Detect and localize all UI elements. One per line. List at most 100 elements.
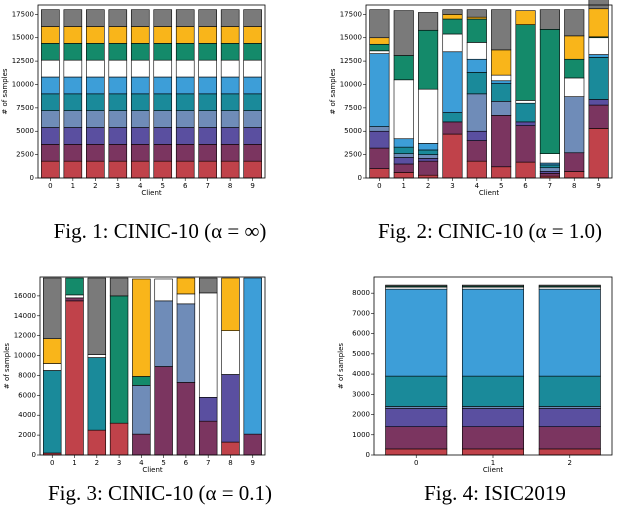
bar-segment: [369, 130, 390, 149]
bar-segment: [43, 363, 62, 371]
bar-segment: [153, 59, 173, 78]
bar-segment: [369, 43, 390, 52]
bar-segment: [41, 110, 60, 128]
x-tick-label: 0: [48, 182, 52, 190]
bar-segment: [63, 144, 83, 162]
bar-segment: [41, 93, 60, 111]
bar-segment: [41, 127, 60, 145]
bar-segment: [461, 286, 525, 290]
bar-segment: [130, 43, 150, 61]
x-axis-label: Client: [483, 466, 504, 474]
x-tick-label: 4: [139, 459, 144, 467]
bar-segment: [243, 433, 262, 456]
bar-segment: [243, 144, 262, 162]
bar-segment: [130, 93, 150, 111]
bar-segment: [461, 284, 525, 287]
bar-segment: [564, 171, 585, 179]
x-tick-label: 1: [71, 182, 75, 190]
bar-segment: [393, 79, 414, 140]
bar-segment: [539, 164, 560, 169]
bar-segment: [221, 277, 240, 331]
bar-segment: [41, 43, 60, 61]
bar-segment: [153, 93, 173, 111]
bar-segment: [221, 330, 240, 375]
bar-segment: [198, 420, 218, 456]
bar-segment: [86, 26, 105, 44]
bar-segment: [491, 166, 512, 179]
bar-segment: [175, 9, 195, 27]
plot-frame: [37, 4, 266, 179]
y-tick-label: 7000: [352, 309, 370, 317]
caption: Fig. 2: CINIC-10 (α = 1.0): [378, 219, 602, 243]
bar-segment: [243, 127, 262, 145]
bar-segment: [220, 43, 240, 61]
bar-segment: [130, 144, 150, 162]
x-tick-label: 1: [72, 459, 76, 467]
bar-segment: [243, 43, 262, 61]
bar-segment: [385, 408, 448, 427]
bar-segment: [588, 57, 609, 100]
bar-segment: [243, 277, 262, 435]
bar-segment: [154, 300, 173, 367]
bar-segment: [539, 29, 560, 154]
bar-segment: [538, 375, 601, 407]
y-tick-label: 3000: [352, 390, 370, 398]
bar-segment: [41, 144, 60, 162]
bar-segment: [442, 121, 463, 135]
caption: Fig. 4: ISIC2019: [424, 481, 566, 505]
bar-segment: [564, 77, 585, 97]
x-tick-label: 7: [206, 459, 210, 467]
bar-segment: [243, 93, 262, 111]
bar-segment: [393, 172, 414, 179]
bar-segment: [564, 35, 585, 60]
bar-segment: [130, 59, 150, 78]
x-tick-label: 0: [50, 459, 54, 467]
bar-segment: [132, 433, 151, 456]
y-tick-label: 0: [32, 451, 36, 459]
y-tick-label: 5000: [344, 127, 362, 135]
bar-segment: [63, 76, 83, 95]
bar-segment: [220, 26, 240, 44]
bar-segment: [132, 278, 151, 377]
bar-segment: [175, 76, 195, 95]
bar-segment: [491, 83, 512, 102]
bar-segment: [588, 37, 609, 55]
y-tick-label: 15000: [12, 34, 34, 42]
bar-segment: [198, 160, 217, 179]
y-tick-label: 12500: [12, 57, 34, 65]
y-tick-label: 1000: [352, 431, 370, 439]
y-tick-label: 14000: [14, 312, 36, 320]
y-axis-label: # of samples: [3, 343, 11, 390]
bar-segment: [108, 76, 128, 95]
x-tick-label: 2: [95, 459, 99, 467]
bar-segment: [108, 26, 128, 44]
bar-segment: [418, 149, 439, 155]
bar-segment: [539, 153, 560, 164]
bar-segment: [86, 160, 105, 179]
bar-segment: [369, 37, 390, 45]
bar-segment: [108, 127, 128, 145]
y-axis-label: # of samples: [337, 343, 345, 390]
x-tick-label: 7: [548, 182, 552, 190]
bar-segment: [491, 49, 512, 76]
bar-segment: [369, 9, 390, 39]
y-tick-label: 2500: [344, 151, 362, 159]
bar-segment: [393, 163, 414, 173]
y-tick-label: 10000: [14, 352, 36, 360]
bar-segment: [491, 9, 512, 51]
bar-segment: [175, 127, 195, 145]
bar-segment: [63, 110, 83, 128]
bar-segment: [515, 121, 536, 126]
bar-segment: [130, 26, 150, 44]
bar-segment: [86, 93, 105, 111]
bar-segment: [564, 9, 585, 37]
bar-segment: [393, 10, 414, 56]
x-tick-label: 0: [377, 182, 381, 190]
bar-segment: [515, 24, 536, 101]
bar-segment: [243, 76, 262, 95]
x-tick-label: 5: [499, 182, 503, 190]
bar-segment: [466, 130, 487, 141]
bar-segment: [108, 160, 128, 179]
bar-segment: [198, 144, 217, 162]
bar-segment: [41, 160, 60, 179]
